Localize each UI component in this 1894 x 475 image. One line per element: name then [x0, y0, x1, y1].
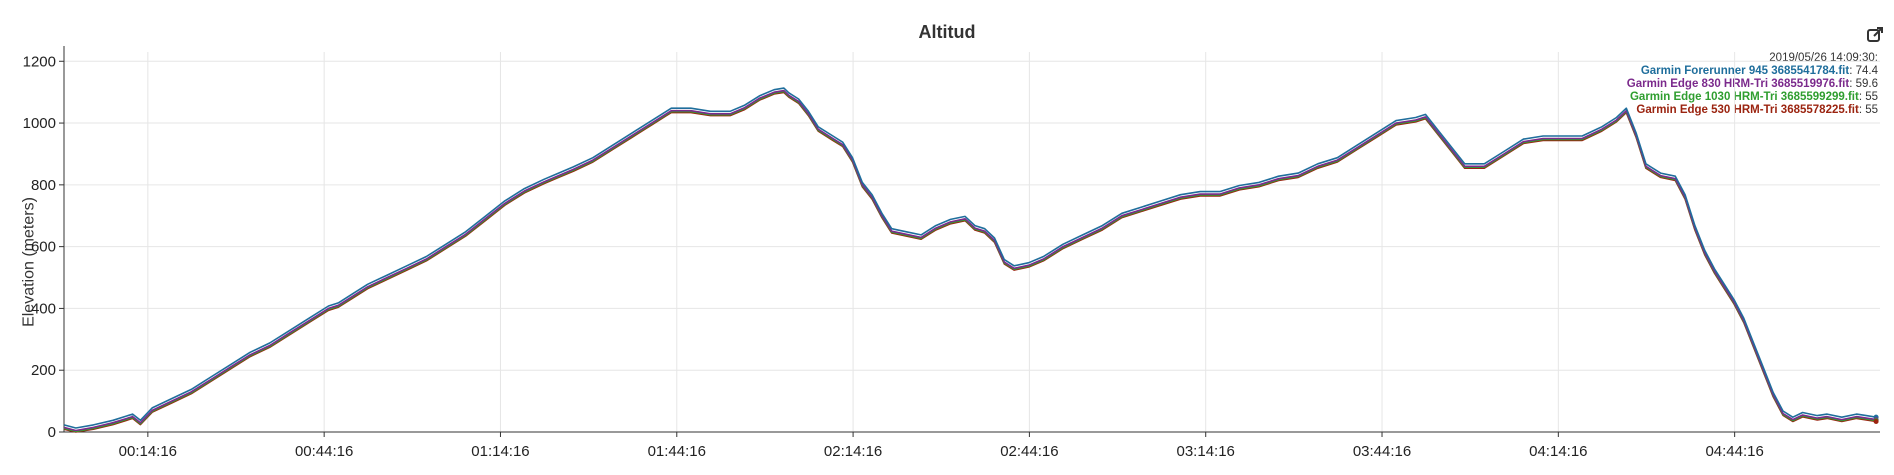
legend-series-name: Garmin Forerunner 945 3685541784.fit [1640, 65, 1850, 77]
legend-entry[interactable]: Garmin Edge 1030 HRM-Tri 3685599299.fit:… [1627, 91, 1878, 104]
legend-entry[interactable]: Garmin Edge 830 HRM-Tri 3685519976.fit: … [1627, 78, 1878, 91]
x-tick-label: 02:44:16 [1000, 443, 1058, 460]
y-tick-label: 1200 [23, 53, 56, 70]
legend-series-value: : 74.4 [1849, 65, 1878, 77]
x-tick-label: 01:14:16 [471, 443, 529, 460]
x-tick-label: 01:44:16 [648, 443, 706, 460]
chart-title: Altitud [918, 22, 976, 42]
export-icon[interactable] [1866, 26, 1884, 44]
legend-series-value: : 59.6 [1849, 78, 1878, 90]
x-tick-label: 03:44:16 [1353, 443, 1411, 460]
x-tick-label: 04:44:16 [1705, 443, 1763, 460]
legend-series-value: : 55 [1858, 104, 1878, 116]
y-tick-label: 800 [31, 177, 56, 194]
legend-entry[interactable]: Garmin Forerunner 945 3685541784.fit: 74… [1627, 65, 1878, 78]
y-tick-label: 0 [48, 424, 56, 441]
legend-entry[interactable]: Garmin Edge 530 HRM-Tri 3685578225.fit: … [1627, 104, 1878, 117]
legend: 2019/05/26 14:09:30: Garmin Forerunner 9… [1627, 52, 1878, 117]
x-tick-label: 00:44:16 [295, 443, 353, 460]
legend-series-name: Garmin Edge 530 HRM-Tri 3685578225.fit [1636, 104, 1859, 116]
series-end-marker [1873, 418, 1879, 424]
series-line[interactable] [63, 87, 1877, 429]
y-tick-label: 600 [31, 239, 56, 256]
x-tick-label: 02:14:16 [824, 443, 882, 460]
legend-series-name: Garmin Edge 830 HRM-Tri 3685519976.fit [1626, 78, 1850, 90]
legend-series-name: Garmin Edge 1030 HRM-Tri 3685599299.fit [1629, 91, 1859, 103]
series-line[interactable] [63, 91, 1877, 433]
series-line[interactable] [63, 89, 1877, 432]
x-tick-label: 03:14:16 [1177, 443, 1235, 460]
y-tick-label: 200 [31, 362, 56, 379]
x-tick-label: 04:14:16 [1529, 443, 1587, 460]
y-tick-label: 400 [31, 300, 56, 317]
x-tick-label: 00:14:16 [119, 443, 177, 460]
series-line[interactable] [63, 90, 1877, 433]
y-tick-label: 1000 [23, 115, 56, 132]
legend-series-value: : 55 [1858, 91, 1878, 103]
legend-rows: Garmin Forerunner 945 3685541784.fit: 74… [1627, 65, 1878, 117]
